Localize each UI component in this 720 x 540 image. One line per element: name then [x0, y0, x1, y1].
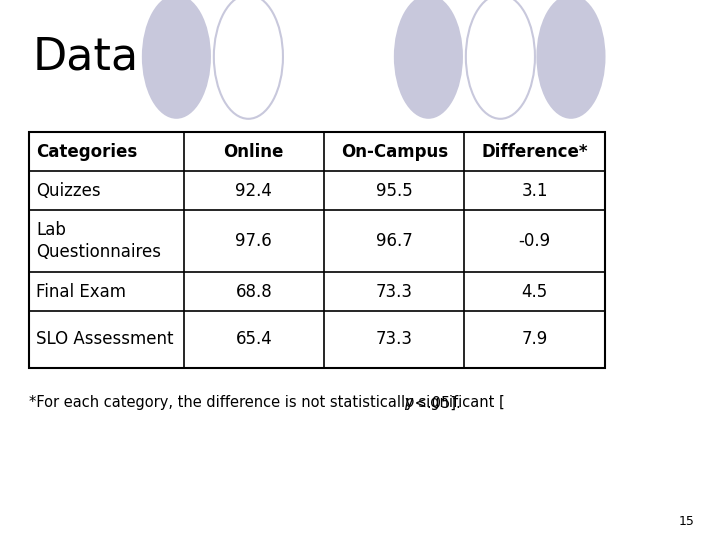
Text: Lab
Questionnaires: Lab Questionnaires: [36, 221, 161, 261]
Text: Difference*: Difference*: [482, 143, 588, 161]
Text: 96.7: 96.7: [376, 232, 413, 250]
Text: 92.4: 92.4: [235, 181, 272, 200]
Text: Online: Online: [224, 143, 284, 161]
Text: 68.8: 68.8: [235, 282, 272, 301]
Ellipse shape: [536, 0, 606, 119]
Text: Data: Data: [32, 35, 138, 78]
Ellipse shape: [142, 0, 211, 119]
Text: Categories: Categories: [36, 143, 138, 161]
Bar: [29, 132, 605, 368]
Ellipse shape: [466, 0, 535, 119]
Text: *For each category, the difference is not statistically significant [: *For each category, the difference is no…: [29, 395, 505, 410]
Text: On-Campus: On-Campus: [341, 143, 448, 161]
Text: 73.3: 73.3: [376, 330, 413, 348]
Text: 15: 15: [679, 515, 695, 528]
Text: <.05].: <.05].: [410, 395, 461, 410]
Text: 95.5: 95.5: [376, 181, 413, 200]
Ellipse shape: [394, 0, 463, 119]
Text: 3.1: 3.1: [521, 181, 548, 200]
Text: 7.9: 7.9: [521, 330, 548, 348]
Text: 65.4: 65.4: [235, 330, 272, 348]
Text: 4.5: 4.5: [521, 282, 548, 301]
Text: SLO Assessment: SLO Assessment: [36, 330, 174, 348]
Text: Final Exam: Final Exam: [36, 282, 126, 301]
Text: Quizzes: Quizzes: [36, 181, 101, 200]
Text: p: p: [405, 395, 413, 410]
Text: 73.3: 73.3: [376, 282, 413, 301]
Ellipse shape: [214, 0, 283, 119]
Text: 97.6: 97.6: [235, 232, 272, 250]
Text: -0.9: -0.9: [518, 232, 551, 250]
